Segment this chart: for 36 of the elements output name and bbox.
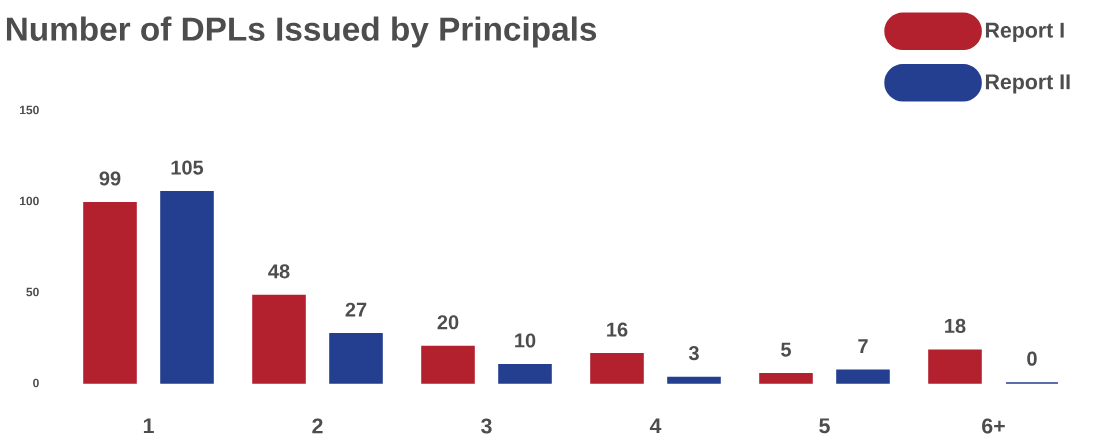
data-label: 105 xyxy=(171,160,204,175)
legend-label: Report I xyxy=(985,22,1064,42)
bar xyxy=(759,373,813,384)
legend-label: Report II xyxy=(985,74,1070,94)
x-tick-label: 5 xyxy=(819,418,830,434)
data-label: 7 xyxy=(858,339,868,353)
bar xyxy=(590,353,644,384)
bar xyxy=(928,349,982,384)
bar xyxy=(329,333,383,384)
data-label: 27 xyxy=(345,302,367,317)
x-tick-label: 4 xyxy=(649,418,662,434)
y-tick-label: 150 xyxy=(20,105,39,115)
bar xyxy=(160,191,214,384)
y-tick-label: 0 xyxy=(33,378,39,388)
data-label: 48 xyxy=(268,264,290,279)
bar xyxy=(421,345,475,384)
x-tick-label: 6+ xyxy=(982,418,1005,434)
x-tick-label: 3 xyxy=(481,418,492,434)
data-label: 16 xyxy=(607,322,628,337)
data-label: 0 xyxy=(1027,351,1037,366)
y-tick-label: 50 xyxy=(26,287,39,297)
bar xyxy=(667,376,721,384)
data-label: 99 xyxy=(99,171,121,186)
data-label: 20 xyxy=(437,315,459,330)
data-label: 5 xyxy=(781,342,791,357)
data-label: 10 xyxy=(515,333,536,348)
data-label: 3 xyxy=(688,346,699,361)
bar xyxy=(498,363,552,384)
bar xyxy=(252,294,306,384)
data-label: 18 xyxy=(945,318,966,333)
x-tick-label: 1 xyxy=(143,418,154,434)
x-tick-label: 2 xyxy=(312,418,323,434)
bar xyxy=(836,369,890,384)
y-tick-label: 100 xyxy=(20,196,39,206)
chart-title: Number of DPLs Issued by Principals xyxy=(6,16,597,48)
bar xyxy=(83,202,137,384)
